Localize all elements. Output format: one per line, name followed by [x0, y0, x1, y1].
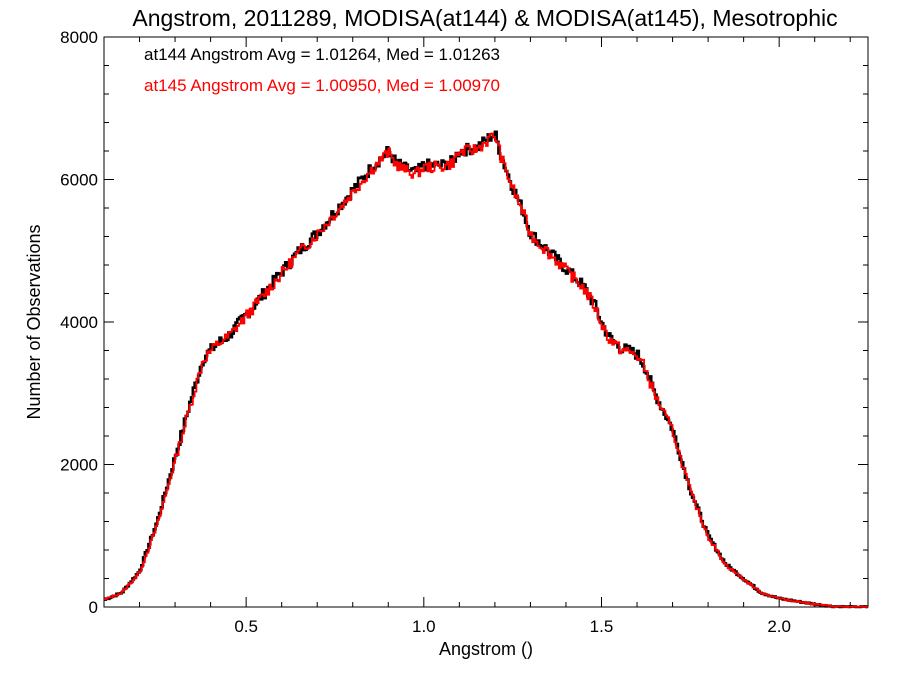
y-tick-label: 4000: [60, 313, 98, 332]
y-axis-label: Number of Observations: [24, 224, 44, 419]
legend-entry-at145: at145 Angstrom Avg = 1.00950, Med = 1.00…: [144, 76, 500, 95]
y-tick-label: 0: [89, 598, 98, 617]
y-tick-label: 6000: [60, 171, 98, 190]
y-axis: 0 2000 4000 6000 8000: [60, 28, 868, 617]
x-tick-label: 2.0: [767, 617, 791, 636]
legend-entry-at144: at144 Angstrom Avg = 1.01264, Med = 1.01…: [144, 45, 500, 64]
series-line-at144: [104, 130, 868, 609]
series-group: [104, 130, 868, 609]
x-tick-label: 0.5: [234, 617, 258, 636]
x-tick-label: 1.5: [590, 617, 614, 636]
x-tick-label: 1.0: [412, 617, 436, 636]
series-line-at145: [104, 132, 868, 608]
plot-frame: [103, 36, 869, 608]
x-axis-label: Angstrom (): [439, 639, 533, 659]
x-axis: 0.5 1.0 1.5 2.0: [103, 37, 851, 636]
y-tick-label: 8000: [60, 28, 98, 47]
chart-title: Angstrom, 2011289, MODISA(at144) & MODIS…: [132, 5, 837, 31]
y-tick-label: 2000: [60, 456, 98, 475]
